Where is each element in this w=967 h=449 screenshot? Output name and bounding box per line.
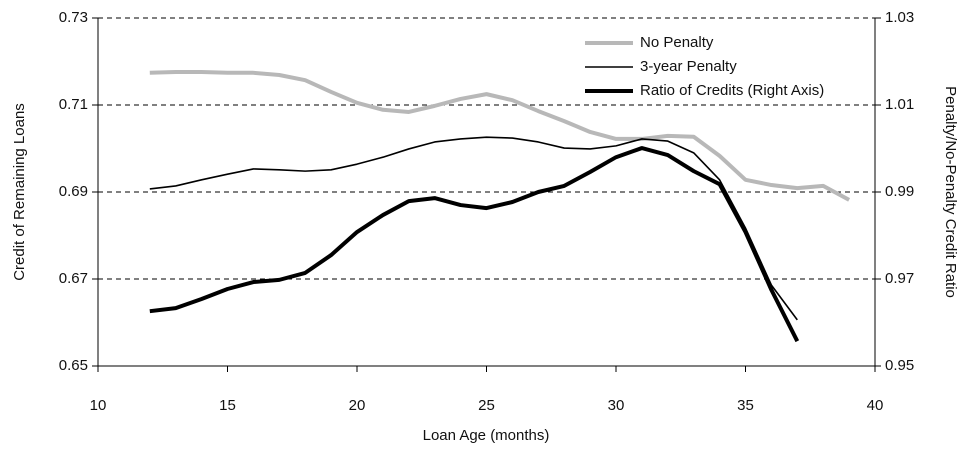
series-line bbox=[149, 146, 800, 343]
y-tick-label: 0.67 bbox=[59, 270, 88, 287]
y-axis-label: Credit of Remaining Loans bbox=[11, 103, 28, 281]
x-tick-label: 40 bbox=[867, 397, 884, 414]
x-axis-label: Loan Age (months) bbox=[423, 427, 550, 444]
x-tick-label: 10 bbox=[90, 397, 107, 414]
x-tick-label: 30 bbox=[608, 397, 625, 414]
y-tick-label: 0.65 bbox=[59, 357, 88, 374]
legend-label: No Penalty bbox=[640, 34, 714, 51]
y2-tick-label: 0.99 bbox=[885, 183, 914, 200]
legend-label: 3-year Penalty bbox=[640, 58, 737, 75]
x-tick-label: 20 bbox=[349, 397, 366, 414]
series-line bbox=[149, 136, 798, 321]
x-tick-label: 35 bbox=[737, 397, 754, 414]
y-tick-label: 0.69 bbox=[59, 183, 88, 200]
series-line bbox=[149, 69, 851, 202]
x-tick-label: 25 bbox=[478, 397, 495, 414]
y2-tick-label: 1.03 bbox=[885, 9, 914, 26]
y2-tick-label: 0.95 bbox=[885, 357, 914, 374]
y2-tick-label: 1.01 bbox=[885, 96, 914, 113]
x-tick-label: 15 bbox=[219, 397, 236, 414]
y2-axis-label: Penalty/No-Penalty Credit Ratio bbox=[942, 86, 959, 298]
y-tick-label: 0.71 bbox=[59, 96, 88, 113]
y2-tick-label: 0.97 bbox=[885, 270, 914, 287]
legend-label: Ratio of Credits (Right Axis) bbox=[640, 82, 824, 99]
y-tick-label: 0.73 bbox=[59, 9, 88, 26]
